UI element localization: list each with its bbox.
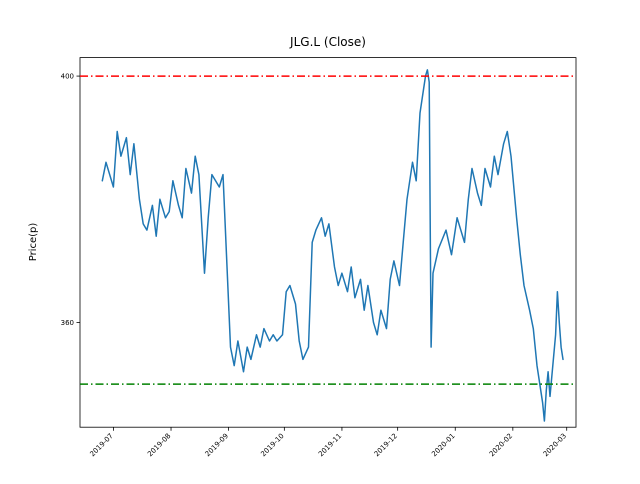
- x-tick-label: 2019-11: [317, 432, 343, 458]
- x-tick-label: 2019-07: [89, 432, 115, 458]
- x-tick-label: 2019-09: [204, 432, 230, 458]
- chart-title: JLG.L (Close): [289, 35, 366, 49]
- y-axis-label: Price(p): [28, 223, 39, 262]
- x-tick-label: 2019-08: [146, 432, 172, 458]
- y-tick-label: 400: [61, 72, 74, 80]
- x-tick-label: 2020-03: [542, 432, 568, 458]
- x-tick-label: 2020-01: [430, 432, 456, 458]
- y-tick-label: 360: [61, 319, 74, 327]
- x-tick-label: 2020-02: [488, 432, 514, 458]
- price-series-line: [101, 69, 564, 422]
- x-tick-label: 2019-12: [373, 432, 399, 458]
- plot-area: [79, 57, 577, 428]
- x-tick-label: 2019-10: [259, 432, 285, 458]
- axes-ticks: 2019-07 2019-08 2019-09 2019-10 2019-11 2019-…: [61, 72, 569, 458]
